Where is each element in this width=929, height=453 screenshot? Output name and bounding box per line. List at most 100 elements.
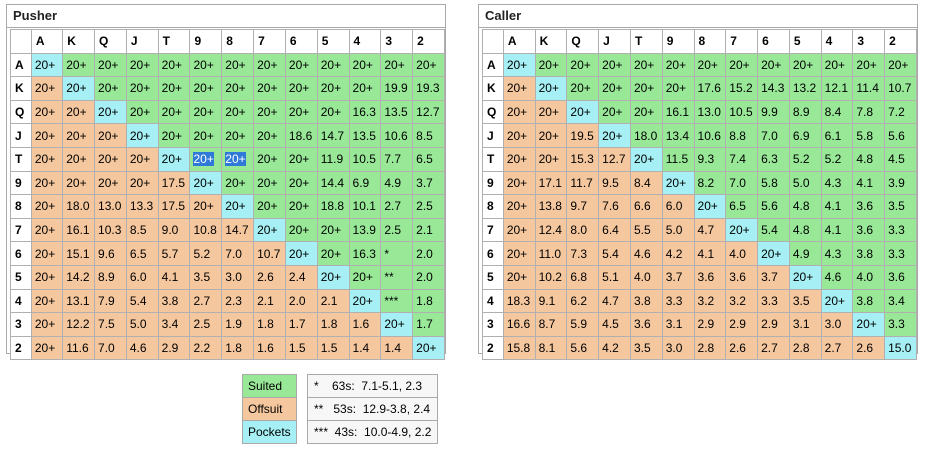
pusher-hand-cell[interactable]: 3.4 xyxy=(157,312,191,337)
caller-hand-cell[interactable]: 4.0 xyxy=(629,264,663,290)
pusher-hand-cell[interactable]: 18.0 xyxy=(62,194,96,219)
caller-hand-cell[interactable]: 10.2 xyxy=(534,264,568,290)
pusher-hand-cell[interactable]: 20+ xyxy=(189,123,223,148)
pusher-hand-cell[interactable]: 20+ xyxy=(62,76,96,101)
pusher-hand-cell[interactable]: 18.8 xyxy=(316,194,350,219)
pusher-hand-cell[interactable]: 8.9 xyxy=(94,264,127,290)
caller-hand-cell[interactable]: 4.8 xyxy=(788,194,822,219)
caller-hand-cell[interactable]: 3.3 xyxy=(884,312,917,337)
caller-hand-cell[interactable]: 2.9 xyxy=(757,312,790,337)
pusher-hand-cell[interactable]: 20+ xyxy=(189,76,223,101)
pusher-hand-cell[interactable]: 15.1 xyxy=(62,241,96,266)
pusher-hand-cell[interactable]: 20+ xyxy=(253,170,286,196)
caller-hand-cell[interactable]: 3.8 xyxy=(852,288,886,314)
pusher-hand-cell[interactable]: 1.6 xyxy=(253,335,286,361)
pusher-hand-cell[interactable]: 20+ xyxy=(253,194,286,219)
pusher-hand-cell[interactable]: 20+ xyxy=(30,194,64,219)
caller-hand-cell[interactable]: 3.0 xyxy=(820,312,854,337)
pusher-hand-cell[interactable]: 1.4 xyxy=(348,335,382,361)
caller-hand-cell[interactable]: 7.0 xyxy=(757,123,790,148)
pusher-hand-cell[interactable]: 13.3 xyxy=(125,194,159,219)
caller-hand-cell[interactable]: 4.5 xyxy=(598,312,631,337)
caller-hand-cell[interactable]: 16.1 xyxy=(661,99,695,125)
pusher-hand-cell[interactable]: 14.7 xyxy=(221,217,255,243)
pusher-hand-cell[interactable]: 20+ xyxy=(284,241,318,266)
caller-hand-cell[interactable]: 2.6 xyxy=(725,335,759,361)
caller-hand-cell[interactable]: 4.0 xyxy=(852,264,886,290)
caller-hand-cell[interactable]: 20+ xyxy=(502,217,536,243)
pusher-hand-cell[interactable]: 20+ xyxy=(30,335,64,361)
caller-hand-cell[interactable]: 11.5 xyxy=(661,146,695,172)
caller-hand-cell[interactable]: 3.6 xyxy=(725,264,759,290)
caller-hand-cell[interactable]: 15.0 xyxy=(884,335,917,361)
pusher-hand-cell[interactable]: 20+ xyxy=(348,52,382,78)
caller-hand-cell[interactable]: 3.4 xyxy=(884,288,917,314)
pusher-hand-cell[interactable]: 20+ xyxy=(316,264,350,290)
pusher-hand-cell[interactable]: 2.0 xyxy=(284,288,318,314)
pusher-hand-cell[interactable]: 3.5 xyxy=(189,264,223,290)
caller-hand-cell[interactable]: 12.4 xyxy=(534,217,568,243)
pusher-hand-cell[interactable]: 20+ xyxy=(253,146,286,172)
caller-hand-cell[interactable]: 20+ xyxy=(598,52,631,78)
pusher-hand-cell[interactable]: 4.9 xyxy=(380,170,414,196)
caller-hand-cell[interactable]: 3.1 xyxy=(788,312,822,337)
pusher-hand-cell[interactable]: 20+ xyxy=(412,335,445,361)
caller-hand-cell[interactable]: 8.4 xyxy=(820,99,854,125)
caller-hand-cell[interactable]: 4.3 xyxy=(820,241,854,266)
pusher-hand-cell[interactable]: 20+ xyxy=(189,194,223,219)
caller-hand-cell[interactable]: 4.0 xyxy=(725,241,759,266)
pusher-hand-cell[interactable]: 20+ xyxy=(284,99,318,125)
caller-hand-cell[interactable]: 4.7 xyxy=(693,217,727,243)
caller-hand-cell[interactable]: 5.2 xyxy=(820,146,854,172)
caller-hand-cell[interactable]: 20+ xyxy=(629,146,663,172)
caller-hand-cell[interactable]: 19.5 xyxy=(566,123,600,148)
pusher-hand-cell[interactable]: 20+ xyxy=(221,76,255,101)
pusher-hand-cell[interactable]: 1.9 xyxy=(221,312,255,337)
caller-hand-cell[interactable]: 11.0 xyxy=(534,241,568,266)
caller-hand-cell[interactable]: 5.4 xyxy=(598,241,631,266)
caller-hand-cell[interactable]: 3.8 xyxy=(629,288,663,314)
caller-hand-cell[interactable]: 9.9 xyxy=(757,99,790,125)
caller-hand-cell[interactable]: 8.2 xyxy=(693,170,727,196)
caller-hand-cell[interactable]: 9.1 xyxy=(534,288,568,314)
caller-hand-cell[interactable]: 20+ xyxy=(502,264,536,290)
caller-hand-cell[interactable]: 6.6 xyxy=(629,194,663,219)
caller-hand-cell[interactable]: 3.5 xyxy=(788,288,822,314)
caller-hand-cell[interactable]: 20+ xyxy=(502,52,536,78)
pusher-hand-cell[interactable]: 20+ xyxy=(157,146,191,172)
caller-hand-cell[interactable]: 3.8 xyxy=(852,241,886,266)
pusher-hand-cell[interactable]: 2.6 xyxy=(253,264,286,290)
pusher-hand-cell[interactable]: 20+ xyxy=(316,241,350,266)
caller-hand-cell[interactable]: 8.0 xyxy=(566,217,600,243)
pusher-hand-cell[interactable]: 20+ xyxy=(94,76,127,101)
pusher-hand-cell[interactable]: 7.9 xyxy=(94,288,127,314)
caller-hand-cell[interactable]: 20+ xyxy=(852,312,886,337)
caller-hand-cell[interactable]: 20+ xyxy=(820,288,854,314)
caller-hand-cell[interactable]: 11.4 xyxy=(852,76,886,101)
caller-hand-cell[interactable]: 4.1 xyxy=(820,217,854,243)
caller-hand-cell[interactable]: 20+ xyxy=(502,194,536,219)
pusher-hand-cell[interactable]: 10.1 xyxy=(348,194,382,219)
caller-hand-cell[interactable]: 7.3 xyxy=(566,241,600,266)
pusher-hand-cell[interactable]: 20+ xyxy=(253,217,286,243)
caller-hand-cell[interactable]: 20+ xyxy=(629,52,663,78)
caller-hand-cell[interactable]: 20+ xyxy=(502,146,536,172)
pusher-hand-cell[interactable]: 13.5 xyxy=(348,123,382,148)
caller-hand-cell[interactable]: 2.7 xyxy=(820,335,854,361)
pusher-hand-cell[interactable]: 16.1 xyxy=(62,217,96,243)
caller-hand-cell[interactable]: 3.3 xyxy=(757,288,790,314)
pusher-hand-cell[interactable]: 20+ xyxy=(30,217,64,243)
caller-hand-cell[interactable]: 5.6 xyxy=(884,123,917,148)
pusher-hand-cell[interactable]: 20+ xyxy=(94,52,127,78)
pusher-hand-cell[interactable]: 5.2 xyxy=(189,241,223,266)
caller-hand-cell[interactable]: 20+ xyxy=(661,52,695,78)
pusher-hand-cell[interactable]: 20+ xyxy=(284,146,318,172)
pusher-hand-cell[interactable]: 20+ xyxy=(62,123,96,148)
caller-hand-cell[interactable]: 3.6 xyxy=(884,264,917,290)
caller-hand-cell[interactable]: 14.3 xyxy=(757,76,790,101)
pusher-hand-cell[interactable]: 8.5 xyxy=(412,123,445,148)
caller-hand-cell[interactable]: 20+ xyxy=(534,146,568,172)
caller-hand-cell[interactable]: 4.8 xyxy=(852,146,886,172)
caller-hand-cell[interactable]: 4.9 xyxy=(788,241,822,266)
caller-hand-cell[interactable]: 4.1 xyxy=(820,194,854,219)
